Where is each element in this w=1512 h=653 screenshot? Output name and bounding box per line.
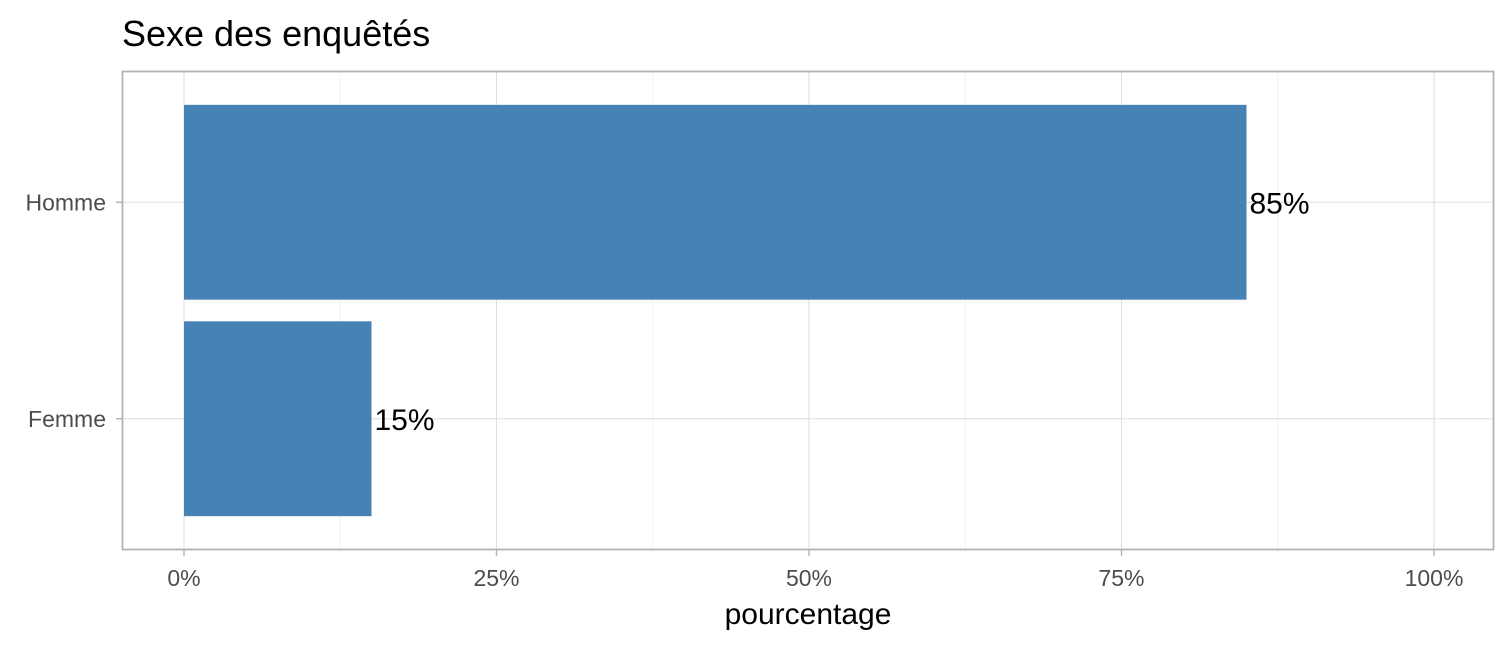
x-tick-label: 25%: [473, 565, 519, 591]
data-label: 15%: [375, 404, 435, 437]
axes: 0% 25% 50% 75% 100% Homme Femme: [25, 189, 1463, 591]
x-tick-label: 75%: [1098, 565, 1144, 591]
data-label: 85%: [1250, 187, 1310, 220]
x-tick-label: 0%: [167, 565, 200, 591]
chart-title: Sexe des enquêtés: [122, 13, 430, 54]
data-labels: 85% 15%: [375, 187, 1310, 437]
y-tick-label: Femme: [28, 406, 106, 432]
bar-homme: [184, 104, 1247, 300]
bar-femme: [184, 321, 372, 517]
x-axis-title: pourcentage: [725, 598, 892, 631]
x-tick-label: 50%: [786, 565, 832, 591]
bars: [184, 104, 1247, 517]
y-tick-label: Homme: [25, 189, 106, 215]
x-tick-label: 100%: [1405, 565, 1464, 591]
panel-border: [121, 70, 1495, 551]
